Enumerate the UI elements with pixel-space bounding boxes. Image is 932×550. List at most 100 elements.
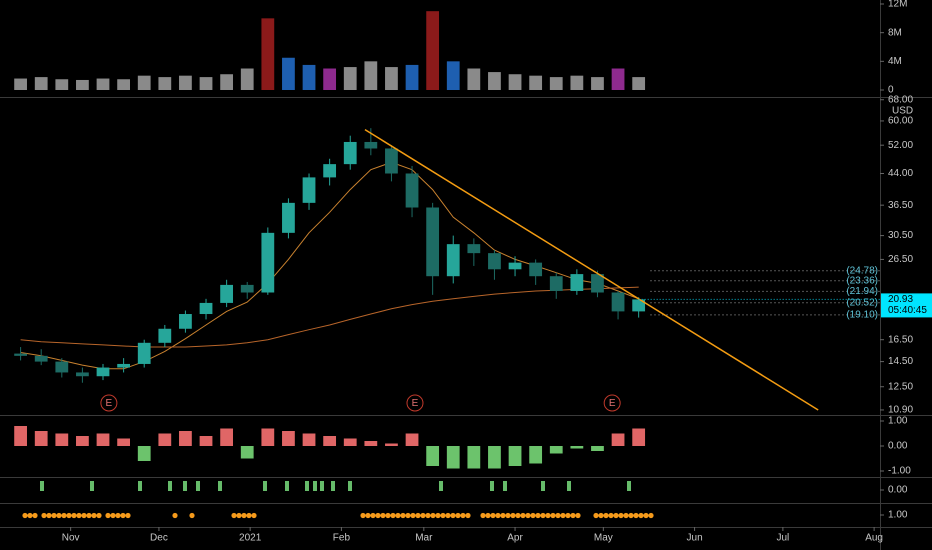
volume-bar bbox=[34, 77, 48, 90]
signal-dot bbox=[633, 512, 639, 519]
signal-dot bbox=[236, 512, 242, 519]
oscillator-bar bbox=[34, 431, 48, 446]
signal-mark bbox=[285, 481, 289, 491]
oscillator-bar bbox=[467, 446, 481, 469]
volume-bar bbox=[508, 74, 522, 90]
volume-bar bbox=[261, 18, 275, 90]
y-tick-label: 1.00 bbox=[888, 416, 908, 427]
signal-dot bbox=[370, 512, 376, 519]
signal-dot bbox=[495, 512, 501, 519]
signal-dot bbox=[535, 512, 541, 519]
candle-body bbox=[467, 244, 481, 254]
signal-dot bbox=[400, 512, 406, 519]
oscillator-bar bbox=[240, 446, 254, 459]
candle-body bbox=[76, 372, 89, 377]
signal-dot bbox=[445, 512, 451, 519]
earnings-label: E bbox=[412, 398, 419, 409]
oscillator-bar bbox=[96, 433, 110, 446]
price-level-label: (19.10) bbox=[846, 310, 878, 321]
signal-dot bbox=[51, 512, 57, 519]
volume-bar bbox=[137, 75, 151, 90]
signal-dot bbox=[555, 512, 561, 519]
signal-dot bbox=[390, 512, 396, 519]
signal-dot bbox=[560, 512, 566, 519]
signal-dot bbox=[638, 512, 644, 519]
oscillator-bar bbox=[508, 446, 522, 466]
signal-mark bbox=[490, 481, 494, 491]
currency-label: USD bbox=[892, 106, 913, 117]
signal-dot bbox=[613, 512, 619, 519]
signal-dot bbox=[435, 512, 441, 519]
moving-average bbox=[20, 286, 639, 348]
y-tick-label: -1.00 bbox=[888, 466, 911, 477]
y-tick-label: 16.50 bbox=[888, 334, 913, 345]
signal-dot bbox=[520, 512, 526, 519]
y-tick-label: 30.50 bbox=[888, 230, 913, 241]
x-tick-label: Jul bbox=[776, 533, 789, 544]
oscillator-bar bbox=[611, 433, 625, 446]
x-tick-label: Dec bbox=[150, 533, 168, 544]
volume-bar bbox=[117, 79, 130, 90]
candle-body bbox=[508, 262, 522, 270]
signal-mark bbox=[90, 481, 94, 491]
volume-bar bbox=[405, 64, 419, 90]
signal-dot bbox=[365, 512, 371, 519]
oscillator-bar bbox=[323, 436, 337, 446]
oscillator-bar bbox=[55, 433, 69, 446]
price-level-label: (24.78) bbox=[846, 265, 878, 276]
volume-bar bbox=[323, 68, 337, 90]
signal-dot bbox=[485, 512, 491, 519]
candle-body bbox=[261, 232, 275, 293]
oscillator-bar bbox=[76, 436, 89, 446]
signal-dot bbox=[618, 512, 624, 519]
signal-dot bbox=[515, 512, 521, 519]
signal-mark bbox=[218, 481, 222, 491]
y-tick-label: 12M bbox=[888, 0, 907, 10]
oscillator-bar bbox=[261, 428, 275, 446]
candle-body bbox=[302, 177, 316, 203]
volume-bar bbox=[591, 77, 604, 90]
x-tick-label: Apr bbox=[507, 533, 523, 544]
signal-dot bbox=[608, 512, 614, 519]
signal-dot bbox=[593, 512, 599, 519]
signal-dot bbox=[530, 512, 536, 519]
signal-mark bbox=[503, 481, 507, 491]
candle-body bbox=[488, 253, 501, 270]
last-price-box bbox=[881, 293, 932, 318]
oscillator-bar bbox=[302, 433, 316, 446]
signal-dot bbox=[598, 512, 604, 519]
signal-dot bbox=[189, 512, 195, 519]
y-tick-label: 60.00 bbox=[888, 116, 913, 127]
signal-dot bbox=[440, 512, 446, 519]
price-level-label: (23.36) bbox=[846, 275, 878, 286]
signal-dot bbox=[545, 512, 551, 519]
signal-dot bbox=[505, 512, 511, 519]
candle-body bbox=[240, 284, 254, 293]
y-tick-label: 68.00 bbox=[888, 94, 913, 105]
oscillator-bar bbox=[282, 431, 295, 446]
oscillator-bar bbox=[446, 446, 460, 469]
signal-dot bbox=[603, 512, 609, 519]
signal-mark bbox=[439, 481, 443, 491]
candle-body bbox=[591, 274, 604, 293]
candle-body bbox=[55, 361, 69, 373]
candle-body bbox=[179, 314, 192, 329]
x-tick-label: Mar bbox=[415, 533, 433, 544]
y-tick-label: 10.90 bbox=[888, 405, 913, 416]
candle-body bbox=[117, 363, 130, 368]
price-level-label: (20.52) bbox=[846, 297, 878, 308]
oscillator-bar bbox=[632, 428, 646, 446]
signal-dot bbox=[643, 512, 649, 519]
y-tick-label: 12.50 bbox=[888, 381, 913, 392]
signal-dot bbox=[91, 512, 97, 519]
earnings-marker bbox=[100, 394, 118, 412]
countdown-label: 05:40:45 bbox=[888, 305, 927, 316]
signal-dot bbox=[648, 512, 654, 519]
signal-dot bbox=[628, 512, 634, 519]
signal-mark bbox=[196, 481, 200, 491]
signal-dot bbox=[465, 512, 471, 519]
signal-dot bbox=[71, 512, 77, 519]
volume-bar bbox=[611, 68, 625, 90]
y-tick-label: 0.00 bbox=[888, 485, 908, 496]
